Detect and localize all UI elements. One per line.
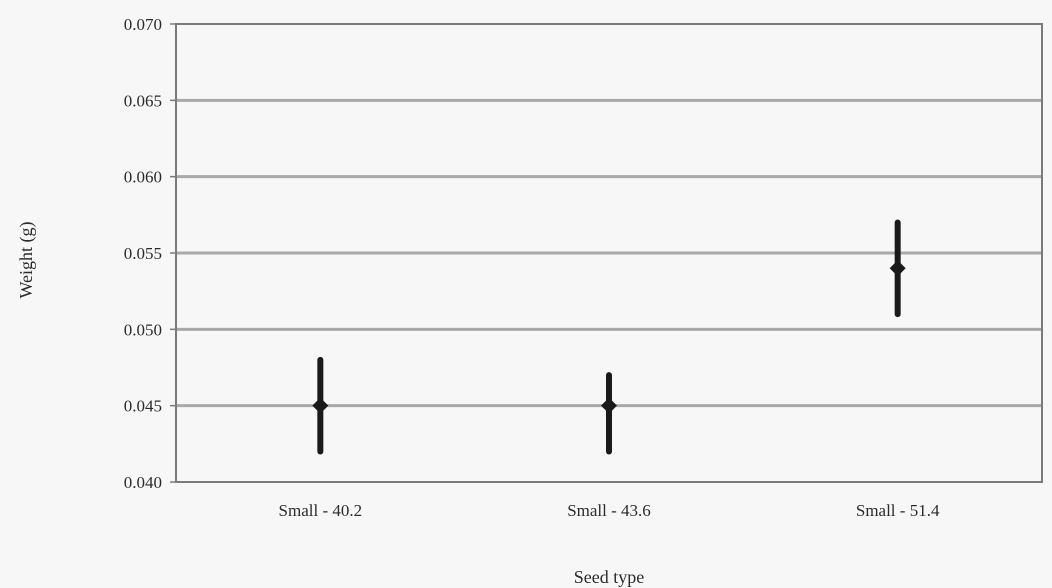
y-tick-label: 0.055	[124, 244, 162, 263]
x-tick-label: Small - 43.6	[567, 501, 651, 520]
y-axis-label: Weight (g)	[16, 221, 37, 298]
data-point	[601, 397, 617, 414]
gridlines	[176, 98, 1042, 408]
y-tick-label: 0.050	[124, 320, 162, 339]
data-marks	[312, 219, 906, 455]
x-tick-label: Small - 51.4	[856, 501, 940, 520]
x-tick-label: Small - 40.2	[279, 501, 363, 520]
data-point	[889, 260, 906, 277]
y-tick-label: 0.070	[124, 15, 162, 34]
x-axis-label: Seed type	[574, 567, 644, 587]
x-tick-labels: Small - 40.2 Small - 43.6 Small - 51.4	[279, 501, 940, 520]
y-tick-label: 0.060	[124, 168, 162, 187]
data-point	[312, 397, 329, 414]
y-tick-label: 0.040	[124, 473, 162, 492]
y-tick-labels: 0.040 0.045 0.050 0.055 0.060 0.065 0.070	[124, 15, 176, 492]
y-tick-label: 0.065	[124, 91, 162, 110]
y-tick-label: 0.045	[124, 397, 162, 416]
